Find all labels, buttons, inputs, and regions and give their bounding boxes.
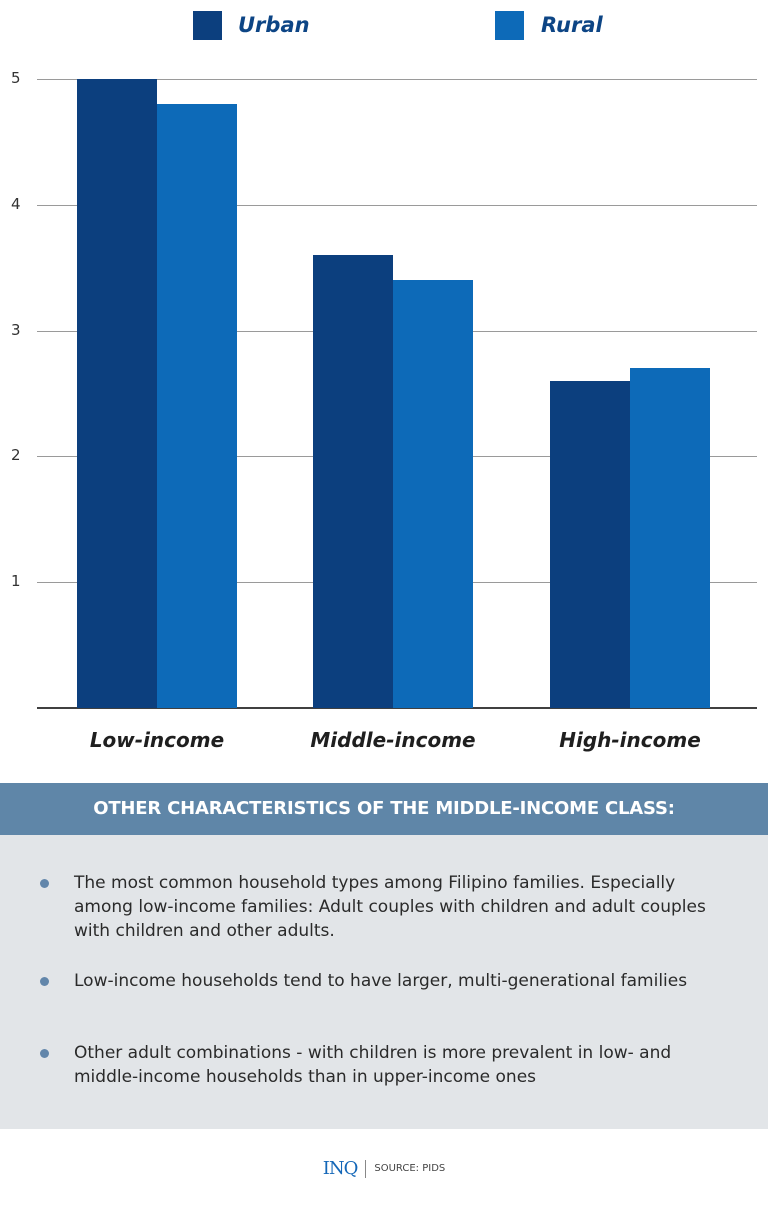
bar-rural-low-income	[157, 104, 237, 708]
y-tick-label: 4	[11, 195, 21, 213]
gridline	[37, 79, 757, 80]
bullet-text: Low-income households tend to have large…	[74, 971, 688, 991]
x-axis-label: High-income	[559, 728, 701, 752]
source-text: SOURCE: PIDS	[374, 1163, 446, 1174]
footer: INQ SOURCE: PIDS	[0, 1158, 768, 1179]
bar-rural-high-income	[630, 368, 710, 708]
x-axis-line	[37, 707, 757, 709]
bullet-dot	[40, 1049, 49, 1058]
bullet-dot	[40, 977, 49, 986]
y-tick-label: 5	[11, 69, 21, 87]
bar-rural-middle-income	[393, 280, 473, 708]
bullet-text: Other adult combinations - with children…	[74, 1043, 672, 1087]
inq-logo: INQ	[322, 1158, 359, 1179]
bar-urban-middle-income	[313, 255, 393, 708]
panel-body	[0, 835, 768, 1129]
x-axis-label: Middle-income	[310, 728, 476, 752]
x-axis-label: Low-income	[89, 728, 225, 752]
divider	[365, 1159, 367, 1178]
bar-urban-low-income	[77, 79, 157, 708]
bar-urban-high-income	[550, 380, 630, 708]
bullet-dot	[40, 879, 49, 888]
legend-swatch-urban	[193, 11, 222, 40]
y-tick-label: 3	[11, 321, 21, 339]
legend-swatch-rural	[495, 11, 524, 40]
bullet-text: The most common household types among Fi…	[74, 873, 706, 941]
y-tick-label: 2	[11, 446, 21, 464]
y-tick-label: 1	[11, 572, 21, 590]
gridline	[37, 205, 757, 206]
legend-label-rural: Rural	[541, 13, 603, 37]
panel-title: OTHER CHARACTERISTICS OF THE MIDDLE-INCO…	[0, 783, 768, 835]
legend-label-urban: Urban	[238, 13, 310, 37]
